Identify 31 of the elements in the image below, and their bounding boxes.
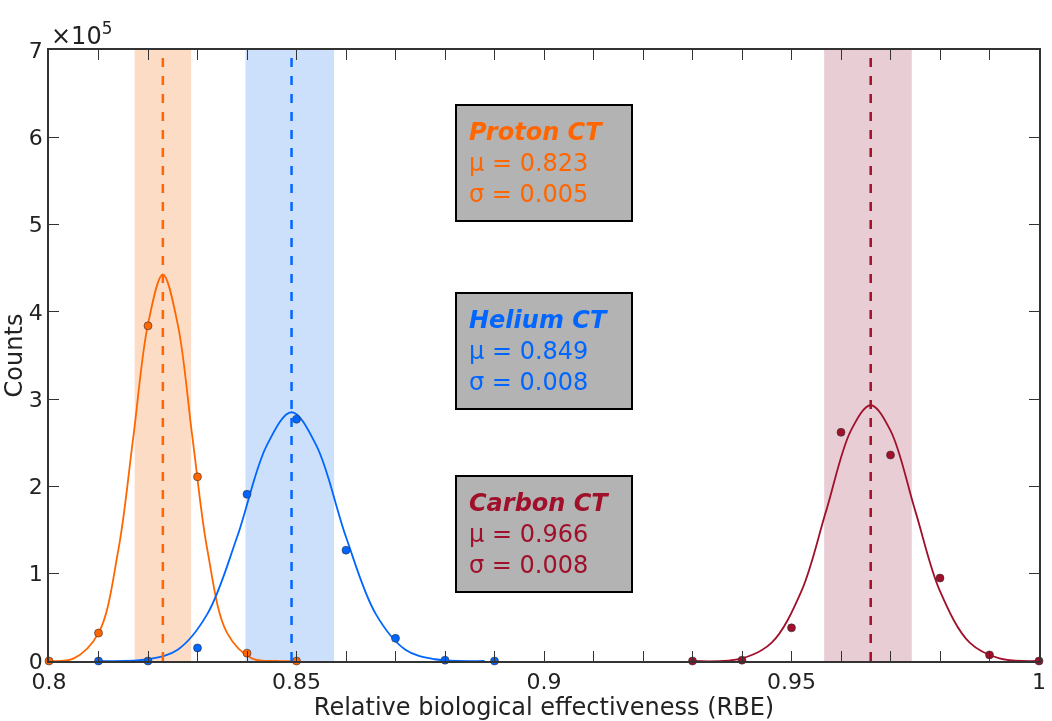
y-tick-label: 1 [28,561,43,587]
y-tick-label: 7 [28,37,43,63]
point [886,450,895,460]
point [391,634,400,643]
point [935,573,945,583]
point [292,414,301,424]
annotation: Helium CT μ = 0.849 σ = 0.008 [469,306,608,397]
annotation: Proton CT μ = 0.823 σ = 0.005 [469,118,604,209]
y-tick-label: 4 [28,299,43,325]
y-tick-label: 5 [28,212,43,238]
x-axis-title: Relative biological effectiveness (RBE) [313,693,775,721]
y-tick-label: 3 [28,386,43,412]
x-tick-label: 0.95 [767,669,816,695]
y-tick-label: 6 [28,124,43,150]
point [193,643,202,653]
point [193,472,202,482]
point [836,428,846,437]
annotation: Carbon CT μ = 0.966 σ = 0.008 [469,489,610,580]
annotation: ×10$^{5}$ [51,18,113,51]
point [242,489,252,499]
y-tick-label: 2 [28,474,43,500]
point [341,545,351,555]
x-tick-label: 0.9 [526,669,562,695]
point [787,623,796,633]
point [94,628,103,638]
point [242,648,252,658]
y-axis-title: Counts [0,313,28,398]
x-tick-label: 1 [1032,669,1046,695]
x-tick-label: 0.85 [272,669,321,695]
point [985,650,994,660]
point [143,321,153,331]
